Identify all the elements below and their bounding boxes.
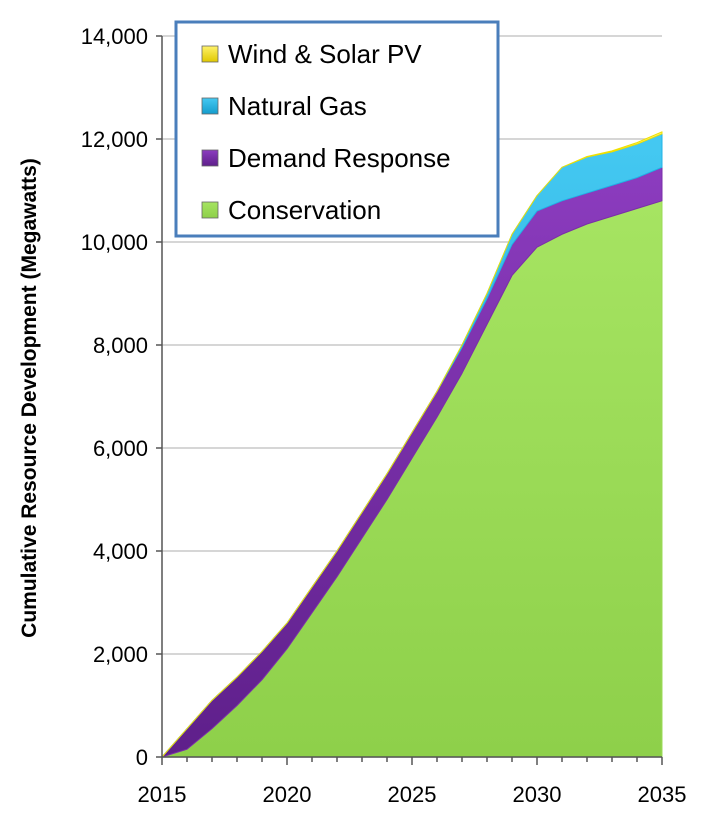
legend-box [174, 20, 500, 238]
y-tick-label: 12,000 [81, 127, 148, 152]
y-tick-label: 0 [136, 745, 148, 770]
y-tick-label: 6,000 [93, 436, 148, 461]
legend-swatch-demand-response [201, 149, 219, 167]
legend-swatch-wind-solar-pv [201, 45, 219, 63]
y-tick-label: 4,000 [93, 539, 148, 564]
y-tick-label: 8,000 [93, 333, 148, 358]
x-tick-label: 2030 [513, 782, 562, 807]
x-tick-label: 2035 [638, 782, 687, 807]
legend-label-natural-gas: Natural Gas [228, 91, 367, 121]
x-tick-label: 2025 [388, 782, 437, 807]
y-tick-label: 10,000 [81, 230, 148, 255]
legend-label-conservation: Conservation [228, 195, 381, 225]
y-tick-label: 14,000 [81, 24, 148, 49]
axes: 0 2,000 4,000 6,000 8,000 10,000 12,000 14,000 2… [81, 24, 687, 807]
y-tick-label: 2,000 [93, 642, 148, 667]
legend-swatch-natural-gas [201, 97, 219, 115]
x-tick-label: 2020 [263, 782, 312, 807]
legend-label-wind-solar-pv: Wind & Solar PV [228, 39, 422, 69]
x-tick-label: 2015 [138, 782, 187, 807]
legend-swatch-conservation [201, 201, 219, 219]
y-axis-title: Cumulative Resource Development (Megawat… [18, 158, 41, 638]
legend-label-demand-response: Demand Response [228, 143, 451, 173]
area-wind-solar-pv [161, 131, 663, 758]
legend: Wind & Solar PV Natural Gas Demand Respons… [174, 20, 500, 238]
area-conservation [161, 200, 663, 758]
